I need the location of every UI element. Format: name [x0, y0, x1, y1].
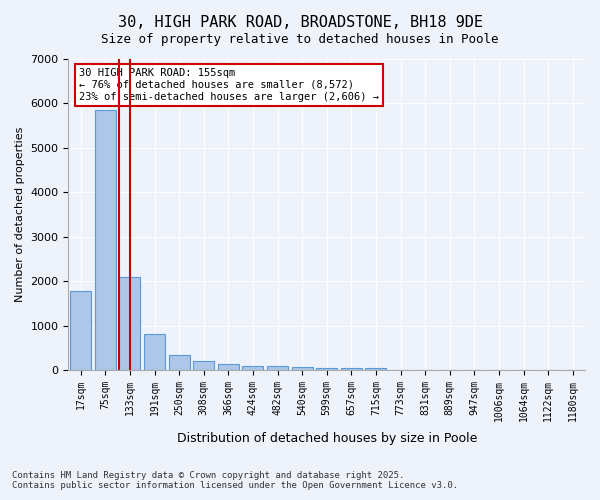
Y-axis label: Number of detached properties: Number of detached properties [15, 127, 25, 302]
Text: Size of property relative to detached houses in Poole: Size of property relative to detached ho… [101, 32, 499, 46]
Text: 30 HIGH PARK ROAD: 155sqm
← 76% of detached houses are smaller (8,572)
23% of se: 30 HIGH PARK ROAD: 155sqm ← 76% of detac… [79, 68, 379, 102]
Bar [144, 334, 165, 370]
Bar [267, 366, 288, 370]
Bar [169, 356, 190, 370]
Bar [70, 291, 91, 370]
Bar [341, 368, 362, 370]
Bar [95, 110, 116, 370]
Bar [316, 368, 337, 370]
Text: 30, HIGH PARK ROAD, BROADSTONE, BH18 9DE: 30, HIGH PARK ROAD, BROADSTONE, BH18 9DE [118, 15, 482, 30]
Bar [193, 362, 214, 370]
Bar [119, 276, 140, 370]
X-axis label: Distribution of detached houses by size in Poole: Distribution of detached houses by size … [176, 432, 477, 445]
Text: Contains HM Land Registry data © Crown copyright and database right 2025.
Contai: Contains HM Land Registry data © Crown c… [12, 470, 458, 490]
Bar [242, 366, 263, 370]
Bar [218, 364, 239, 370]
Bar [292, 367, 313, 370]
Bar [365, 368, 386, 370]
